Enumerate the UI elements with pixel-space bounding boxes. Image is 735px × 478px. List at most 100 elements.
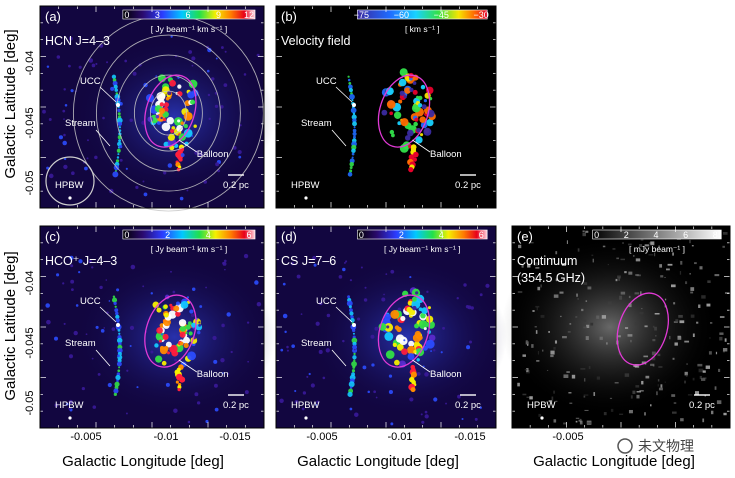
panel-a-scalebar-label: 0.2 pc <box>223 180 249 191</box>
panel-b-colorbar-tick: −30 <box>474 10 489 20</box>
svg-text:-0.04: -0.04 <box>24 50 36 75</box>
svg-text:-0.005: -0.005 <box>552 431 583 443</box>
svg-text:-0.01: -0.01 <box>387 431 412 443</box>
panel-b-emission-clumps <box>347 68 436 177</box>
panel-a-emission-clumps <box>42 35 260 201</box>
svg-text:-0.045: -0.045 <box>24 327 36 358</box>
panel-c-hpbw-label: HPBW <box>55 400 84 411</box>
panel-c-colorbar-tick: 6 <box>247 230 252 240</box>
panel-b-colorbar <box>357 9 488 20</box>
panel-a-letter: (a) <box>45 9 61 24</box>
panel-b-scalebar-label: 0.2 pc <box>455 180 481 191</box>
panel-d-ucc-marker <box>352 323 356 327</box>
svg-text:-0.05: -0.05 <box>24 390 36 415</box>
panel-c-colorbar-tick: 0 <box>124 230 129 240</box>
panel-e-frame <box>511 225 731 429</box>
panel-b-ucc-label: UCC <box>316 76 337 87</box>
x-axis-title-e: Galactic Longitude [deg] <box>533 453 695 470</box>
panel-a: 0 3 6 9 12 [ Jy beam⁻¹ km s⁻¹ ] (a) HCN J=4–3 UC… <box>39 5 276 212</box>
x-tick-labels-e: -0.005 <box>552 431 583 443</box>
panel-d-colorbar-tick: 2 <box>399 230 404 240</box>
panel-d-balloon-label: Balloon <box>430 369 462 380</box>
panel-b: −75 −60 −45 −30 [ km s⁻¹ ] (b) Velocity field U… <box>275 5 497 209</box>
panel-a-colorbar-tick: 12 <box>244 10 254 20</box>
panel-b-balloon-ellipse <box>377 74 431 148</box>
panel-e-colorbar-tick: 8 <box>713 230 718 240</box>
watermark-logo-icon <box>617 438 633 454</box>
panel-a-colorbar-unit: [ Jy beam⁻¹ km s⁻¹ ] <box>151 24 228 34</box>
panel-d-title: CS J=7–6 <box>281 254 336 268</box>
panel-c: 0 2 4 6 [ Jy beam⁻¹ km s⁻¹ ] (c) HCO⁺ J=4–3 UCC… <box>39 225 276 429</box>
panel-d-colorbar <box>357 229 488 240</box>
panel-c-scalebar-label: 0.2 pc <box>223 400 249 411</box>
panel-b-letter: (b) <box>281 9 297 24</box>
x-tick-labels-d: -0.005 -0.01 -0.015 <box>306 431 485 443</box>
svg-text:Galactic Latitude [deg]: Galactic Latitude [deg] <box>2 251 19 400</box>
panel-c-beam-marker <box>68 416 72 420</box>
panel-e-beam-marker <box>540 416 544 420</box>
panel-e-scalebar-label: 0.2 pc <box>689 400 715 411</box>
panel-a-colorbar-tick: 0 <box>124 10 129 20</box>
panel-b-beam-marker <box>304 196 308 200</box>
panel-e-colorbar <box>592 229 722 240</box>
panel-d-colorbar-tick: 6 <box>479 230 484 240</box>
y-tick-labels-c: -0.04 -0.045 -0.05 <box>24 270 36 415</box>
panel-b-leader-line <box>335 86 353 103</box>
panel-b-colorbar-tick: −75 <box>354 10 369 20</box>
panel-e-colorbar-unit: [ mJy beam⁻¹ ] <box>629 244 685 254</box>
panel-c-letter: (c) <box>45 229 60 244</box>
panel-d-stream-label: Stream <box>301 338 332 349</box>
panel-b-stream-label: Stream <box>301 118 332 129</box>
panel-a-colorbar-tick: 9 <box>216 10 221 20</box>
svg-text:-0.015: -0.015 <box>454 431 485 443</box>
panel-a-ucc-label: UCC <box>80 76 101 87</box>
panels-group: 0 3 6 9 12 [ Jy beam⁻¹ km s⁻¹ ] (a) HCN J=4–3 UC… <box>39 5 731 429</box>
y-axis-title-bottom: Galactic Latitude [deg] <box>2 251 19 400</box>
panel-d-leader-line <box>335 306 353 323</box>
svg-text:-0.04: -0.04 <box>24 270 36 295</box>
panel-e-balloon-ellipse <box>616 292 669 366</box>
svg-text:未文物理: 未文物理 <box>638 438 694 454</box>
panel-a-leader-line <box>95 129 111 147</box>
svg-text:Galactic Latitude [deg]: Galactic Latitude [deg] <box>2 29 19 178</box>
panel-a-beam-marker <box>68 196 72 200</box>
panel-e-diffuse-emission <box>501 236 720 418</box>
panel-a-frame <box>39 5 265 209</box>
panel-c-ucc-marker <box>116 323 120 327</box>
svg-text:-0.045: -0.045 <box>24 107 36 138</box>
panel-a-stream-label: Stream <box>65 118 96 129</box>
panel-c-colorbar <box>122 229 256 240</box>
panel-b-colorbar-tick: −45 <box>434 10 449 20</box>
panel-d-colorbar-tick: 4 <box>439 230 444 240</box>
panel-d-diffuse-emission <box>309 256 507 418</box>
panel-a-hpbw-label: HPBW <box>55 180 84 191</box>
panel-e-emission-clumps <box>517 230 730 425</box>
panel-b-title: Velocity field <box>281 34 351 48</box>
panel-a-leader-line <box>99 86 117 103</box>
svg-text:-0.05: -0.05 <box>24 170 36 195</box>
panel-b-leader-line <box>412 139 431 153</box>
x-axis-title-d: Galactic Longitude [deg] <box>297 453 459 470</box>
svg-text:-0.005: -0.005 <box>70 431 101 443</box>
panel-c-stream-label: Stream <box>65 338 96 349</box>
panel-d-beam-marker <box>304 416 308 420</box>
panel-e-colorbar-tick: 2 <box>624 230 629 240</box>
panel-d-frame <box>275 225 497 429</box>
panel-a-balloon-label: Balloon <box>197 149 229 160</box>
panel-d-colorbar-unit: [ Jy beam⁻¹ km s⁻¹ ] <box>384 244 461 254</box>
panel-c-colorbar-tick: 2 <box>165 230 170 240</box>
x-axis-title-c: Galactic Longitude [deg] <box>62 453 224 470</box>
panel-e-letter: (e) <box>517 229 533 244</box>
panel-e-colorbar-tick: 0 <box>594 230 599 240</box>
panel-c-diffuse-emission <box>73 256 276 418</box>
panel-a-leader-line <box>178 139 198 153</box>
panel-d-colorbar-tick: 0 <box>359 230 364 240</box>
panel-c-leader-line <box>95 349 111 367</box>
panel-a-colorbar-tick: 6 <box>185 10 190 20</box>
panel-e-hpbw-label: HPBW <box>527 400 556 411</box>
panel-e: 0 2 4 6 8 [ mJy beam⁻¹ ] (e) Continuum (354.5 GH… <box>501 225 731 429</box>
panel-c-balloon-label: Balloon <box>197 369 229 380</box>
panel-d-letter: (d) <box>281 229 297 244</box>
y-axis-title-top: Galactic Latitude [deg] <box>2 29 19 178</box>
